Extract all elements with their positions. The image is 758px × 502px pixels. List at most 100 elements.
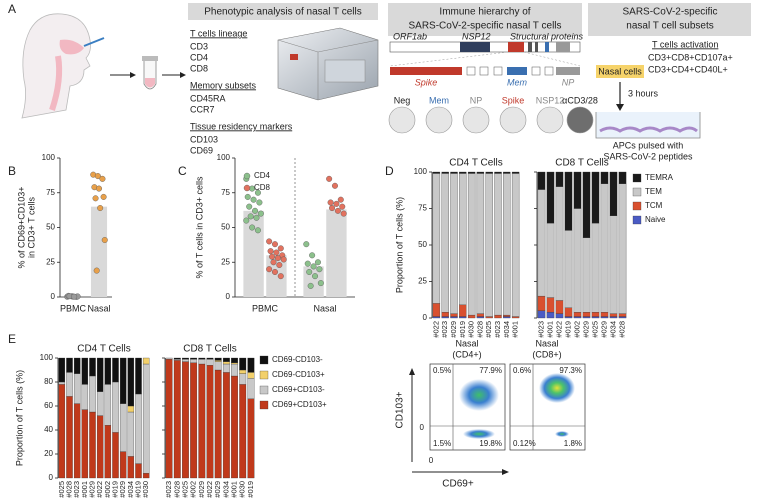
banner (388, 3, 582, 36)
x-tick-label: #019 (110, 481, 119, 498)
shape (466, 66, 476, 76)
bar-segment (432, 316, 441, 319)
data-point (326, 175, 333, 182)
bar-segment (432, 303, 441, 317)
x-tick-label: #023 (536, 321, 545, 338)
bar-segment (104, 425, 112, 479)
bar-segment (459, 171, 467, 174)
data-point (267, 248, 274, 255)
genome (389, 41, 581, 76)
bar-segment (173, 357, 181, 360)
shape (531, 66, 541, 76)
shape (556, 67, 580, 75)
bar-segment (66, 396, 73, 479)
facet-title: CD8 T Cells (555, 158, 609, 169)
bar-segment (618, 183, 627, 314)
bar-segment (119, 403, 127, 452)
y-tick-label: 75 (46, 188, 55, 197)
data-point (304, 260, 311, 267)
banner (588, 3, 751, 36)
shape (535, 42, 538, 52)
x-tick-label: #022 (554, 321, 563, 338)
density (463, 429, 495, 439)
shape (142, 56, 158, 61)
x-tick-label: #025 (590, 321, 599, 338)
bar-segment (450, 173, 458, 314)
x-tick-label: PBMC (252, 303, 279, 313)
bar-segment (467, 171, 476, 174)
y-tick-label: 100 (217, 153, 231, 162)
x-tick-label: #029 (118, 481, 127, 498)
quadrant-label: 97.3% (559, 366, 582, 375)
bar-segment (239, 357, 247, 371)
bar-segment (222, 372, 230, 479)
legend-swatch (259, 355, 269, 365)
bar-segment (546, 222, 555, 298)
section-title: SARS-CoV-2-specific (622, 7, 717, 18)
bar-segment (564, 307, 573, 317)
shape (462, 106, 490, 134)
x-tick-label: #029 (213, 481, 222, 498)
y-tick-label: 0 (49, 473, 54, 482)
x-tick-label: #028 (64, 481, 73, 498)
well-label: αCD3/28 (562, 95, 598, 105)
y-tick-label: 50 (221, 223, 230, 232)
y-axis-label: Proportion of T cells (%) (14, 370, 24, 466)
data-point (269, 253, 276, 260)
x-tick-label: #029 (87, 481, 96, 498)
bar (90, 206, 108, 297)
legend-label: CD69-CD103+ (272, 370, 325, 379)
x-tick-label: #002 (103, 481, 112, 498)
data-point (247, 213, 254, 220)
data-point (101, 237, 108, 244)
bar-segment (206, 357, 214, 360)
data-point (249, 224, 256, 231)
bar-segment (441, 171, 449, 174)
axis-label: CD69+ (442, 479, 474, 490)
bar-segment (600, 312, 609, 317)
bar-segment (476, 171, 485, 174)
bar-segment (600, 316, 609, 319)
x-tick-label: #023 (72, 481, 81, 498)
bar-segment (198, 357, 206, 360)
legend-label: TCM (645, 201, 663, 210)
bar-segment (119, 357, 127, 404)
protein-label: NP (562, 77, 575, 87)
quadrant-label: 0.5% (433, 366, 451, 375)
bar-segment (66, 372, 73, 397)
bar-segment (89, 357, 96, 377)
bar-segment (127, 405, 135, 413)
bar-segment (81, 409, 89, 479)
shape (460, 42, 490, 52)
bar-segment (198, 363, 206, 479)
bar-segment (537, 295, 546, 311)
bar-segment (239, 369, 247, 374)
x-tick-label: #019 (563, 321, 572, 338)
apc-text: APCs pulsed with (613, 140, 684, 150)
data-point (327, 199, 334, 206)
marker: CCR7 (190, 104, 215, 114)
marker: CD45RA (190, 93, 226, 103)
shape (324, 59, 366, 83)
bar-segment (546, 312, 555, 319)
shape (425, 106, 453, 134)
bar-segment (537, 171, 546, 190)
bar-segment (104, 357, 112, 385)
density (459, 379, 499, 411)
bar-segment (222, 357, 230, 362)
marker: CD69 (190, 145, 213, 155)
data-point (337, 196, 344, 203)
bar-segment (127, 357, 135, 407)
bar-segment (441, 312, 449, 317)
data-point (329, 205, 336, 212)
y-tick-label: 60 (44, 401, 53, 410)
bar-segment (247, 378, 255, 399)
group-heading: T cells lineage (190, 28, 247, 38)
bar-segment (564, 316, 573, 319)
bar-segment (609, 171, 618, 216)
bar-segment (618, 171, 627, 184)
shape (566, 106, 594, 134)
arrow-head (502, 469, 509, 475)
marker: CD3+CD4+CD40L+ (648, 64, 728, 74)
density (555, 431, 569, 437)
